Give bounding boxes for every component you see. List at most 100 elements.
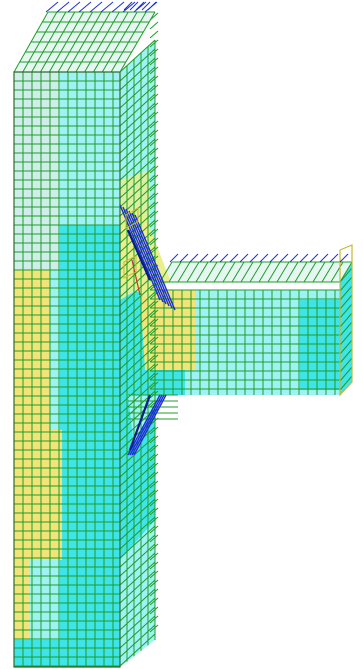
rebar-tick [169,253,179,263]
lower-strut [131,394,165,456]
rebar-tick [141,1,151,11]
link-tick [149,39,159,48]
mesh-line [119,534,156,568]
link-tick [149,624,159,633]
mesh-line [119,507,156,541]
mesh-line [119,156,156,190]
mesh-line [119,624,156,658]
haunch-strut [134,214,176,311]
lower-strut [133,394,167,456]
link-tick [149,237,159,246]
contour-cyan-bottom [14,640,60,667]
mesh-line [267,261,281,283]
link-tick [149,372,159,381]
link-tick [149,228,159,237]
rebar-tick [147,1,157,11]
mesh-line [204,261,218,283]
rebar-tick [339,253,349,263]
rebar-tick [249,253,259,263]
link-tick [149,471,159,480]
haunch-strut [131,212,173,309]
link-tick [149,48,159,57]
link-tick [149,327,159,336]
mesh-line [339,312,353,328]
rebar-tick [199,253,209,263]
mesh-line [119,399,156,433]
link-tick [149,543,159,552]
link-tick [149,363,159,372]
link-tick [149,480,159,489]
mesh-line [339,261,353,283]
mesh-line [119,354,156,388]
link-tick [149,552,159,561]
beam-end-outline [339,244,353,397]
rebar-tick [179,253,189,263]
mesh-line [119,579,156,613]
mesh-line [119,75,156,109]
mesh-line [339,366,353,382]
mesh-line [119,471,156,505]
mesh-line [339,294,353,310]
mesh-line [119,147,156,181]
mesh-line [119,543,156,577]
rebar-tick [45,1,59,13]
link-tick [149,579,159,588]
link-tick [149,336,159,345]
mesh-line [339,321,353,337]
mesh-line [119,129,156,163]
mesh-line [119,453,156,487]
beam-front-face [155,290,340,395]
mesh-line [339,267,353,283]
rebar-tick [56,1,70,13]
link-tick [149,21,159,30]
haunch-strut-main [126,229,152,281]
rebar-tick [299,253,309,263]
link-tick [149,516,159,525]
link-tick [149,201,159,210]
mesh-line [119,300,156,334]
link-tick [149,444,159,453]
mesh-line [119,588,156,622]
mesh-line [119,561,156,595]
link-tick [149,309,159,318]
mesh-line [339,330,353,346]
haunch-red-strut [131,259,141,296]
rebar-tick [329,253,339,263]
rebar-tick [209,253,219,263]
mesh-line [119,381,156,415]
rebar-tick [239,253,249,263]
rebar-tick [269,253,279,263]
link-tick [149,12,159,21]
link-tick [149,489,159,498]
mesh-line [339,357,353,373]
mesh-line [119,48,156,82]
beam-end-cyan [300,300,340,390]
link-tick [149,381,159,390]
link-tick [149,75,159,84]
link-tick [149,606,159,615]
link-tick [149,111,159,120]
stress-contour-fills [14,12,352,667]
haunch-strut [122,206,164,303]
rebar-elements [45,1,349,633]
link-tick [149,561,159,570]
mesh-line [222,261,236,283]
link-tick [149,120,159,129]
rebar-tick [259,253,269,263]
mesh-line [119,444,156,478]
mesh-line [119,489,156,523]
mesh-line [119,174,156,208]
mesh-line [119,498,156,532]
mesh-line [312,261,326,283]
rebar-tick [309,253,319,263]
link-tick [149,390,159,399]
mesh-line [119,138,156,172]
rebar-tick [229,253,239,263]
mesh-line [119,39,156,73]
link-tick [149,570,159,579]
corner-bracket [125,207,139,229]
rebar-tick [123,1,133,11]
link-tick [149,219,159,228]
mesh-line [119,66,156,100]
mesh-line [339,348,353,364]
